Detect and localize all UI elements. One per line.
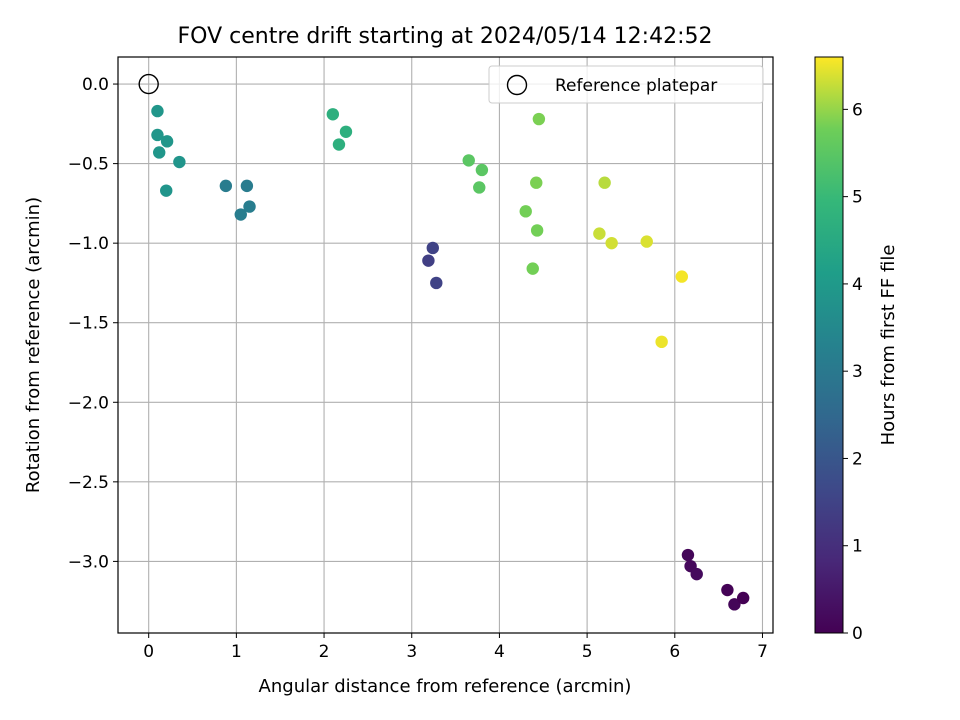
x-tick-label: 5 bbox=[582, 642, 593, 662]
colorbar-tick-label: 6 bbox=[852, 100, 863, 120]
colorbar-gradient bbox=[814, 56, 844, 634]
scatter-point bbox=[240, 179, 254, 193]
legend: Reference platepar bbox=[488, 65, 764, 104]
scatter-point bbox=[339, 125, 353, 138]
scatter-point bbox=[526, 262, 539, 275]
scatter-point bbox=[243, 200, 256, 213]
x-tick-label: 4 bbox=[494, 642, 505, 662]
x-axis-ticks: 0 1 2 3 4 5 6 7 bbox=[143, 633, 768, 662]
scatter-point bbox=[462, 154, 475, 167]
colorbar-tick-label: 3 bbox=[852, 362, 863, 382]
y-tick-label: −2.5 bbox=[68, 473, 109, 493]
scatter-point bbox=[519, 205, 532, 218]
scatter-point bbox=[160, 135, 174, 148]
scatter-point bbox=[530, 176, 543, 189]
scatter-point bbox=[430, 276, 443, 290]
legend-marker-reference bbox=[506, 74, 528, 96]
grid bbox=[118, 57, 773, 633]
scatter-point bbox=[593, 227, 606, 240]
scatter-point bbox=[426, 241, 439, 255]
x-tick-label: 2 bbox=[319, 642, 330, 662]
x-tick-label: 3 bbox=[406, 642, 417, 662]
scatter-point bbox=[736, 591, 750, 605]
colorbar-tick-label: 2 bbox=[852, 449, 863, 469]
scatter-point bbox=[655, 335, 668, 349]
x-tick-label: 6 bbox=[669, 642, 680, 662]
colorbar-label: Hours from first FF file bbox=[878, 245, 899, 446]
y-axis-label: Rotation from reference (arcmin) bbox=[23, 197, 44, 493]
scatter-point bbox=[422, 254, 435, 267]
colorbar-tick-label: 0 bbox=[852, 624, 863, 644]
y-tick-label: 0.0 bbox=[82, 75, 109, 95]
scatter-point bbox=[473, 181, 486, 194]
scatter-point bbox=[728, 598, 741, 611]
y-tick-label: −1.0 bbox=[68, 234, 109, 254]
y-tick-label: −0.5 bbox=[68, 155, 109, 175]
colorbar-tick-label: 5 bbox=[852, 188, 863, 208]
scatter-point bbox=[153, 146, 166, 159]
scatter-point bbox=[234, 208, 247, 221]
reference-marker-layer bbox=[138, 73, 159, 95]
y-tick-label: −3.0 bbox=[68, 552, 109, 572]
scatter-point bbox=[151, 128, 164, 142]
scatter-point bbox=[532, 112, 546, 126]
scatter-point bbox=[530, 224, 544, 237]
scatter-point bbox=[326, 108, 340, 121]
scatter-point bbox=[640, 235, 653, 248]
chart-title: FOV centre drift starting at 2024/05/14 … bbox=[178, 24, 713, 49]
colorbar-tick-label: 4 bbox=[852, 275, 863, 295]
x-tick-label: 7 bbox=[757, 642, 768, 662]
scatter-point bbox=[219, 179, 233, 193]
y-tick-label: −2.0 bbox=[68, 393, 109, 413]
scatter-point bbox=[675, 270, 689, 283]
plot-frame bbox=[117, 56, 774, 634]
y-tick-label: −1.5 bbox=[68, 314, 109, 334]
y-axis-ticks: 0.0 −0.5 −1.0 −1.5 −2.0 −2.5 −3.0 bbox=[68, 75, 118, 572]
legend-entry-reference: Reference platepar bbox=[555, 76, 717, 96]
x-axis-label: Angular distance from reference (arcmin) bbox=[259, 676, 632, 697]
scatter-point bbox=[151, 104, 164, 118]
scatter-point bbox=[598, 176, 611, 189]
legend-box bbox=[488, 65, 764, 104]
scatter-point bbox=[681, 548, 695, 562]
scatter-point bbox=[332, 138, 346, 151]
data-points bbox=[151, 104, 750, 611]
scatter-point bbox=[605, 236, 618, 250]
colorbar: 0 1 2 3 4 5 6 Hours from first FF file bbox=[814, 56, 899, 644]
x-tick-label: 1 bbox=[231, 642, 242, 662]
x-tick-label: 0 bbox=[143, 642, 154, 662]
scatter-point bbox=[475, 163, 489, 177]
colorbar-tick-label: 1 bbox=[852, 537, 863, 557]
scatter-point bbox=[160, 184, 173, 197]
scatter-point bbox=[173, 155, 186, 169]
colorbar-ticks: 0 1 2 3 4 5 6 bbox=[843, 100, 863, 644]
scatter-point bbox=[690, 567, 703, 581]
scatter-point bbox=[721, 583, 734, 597]
reference-platepar-marker bbox=[138, 73, 159, 95]
